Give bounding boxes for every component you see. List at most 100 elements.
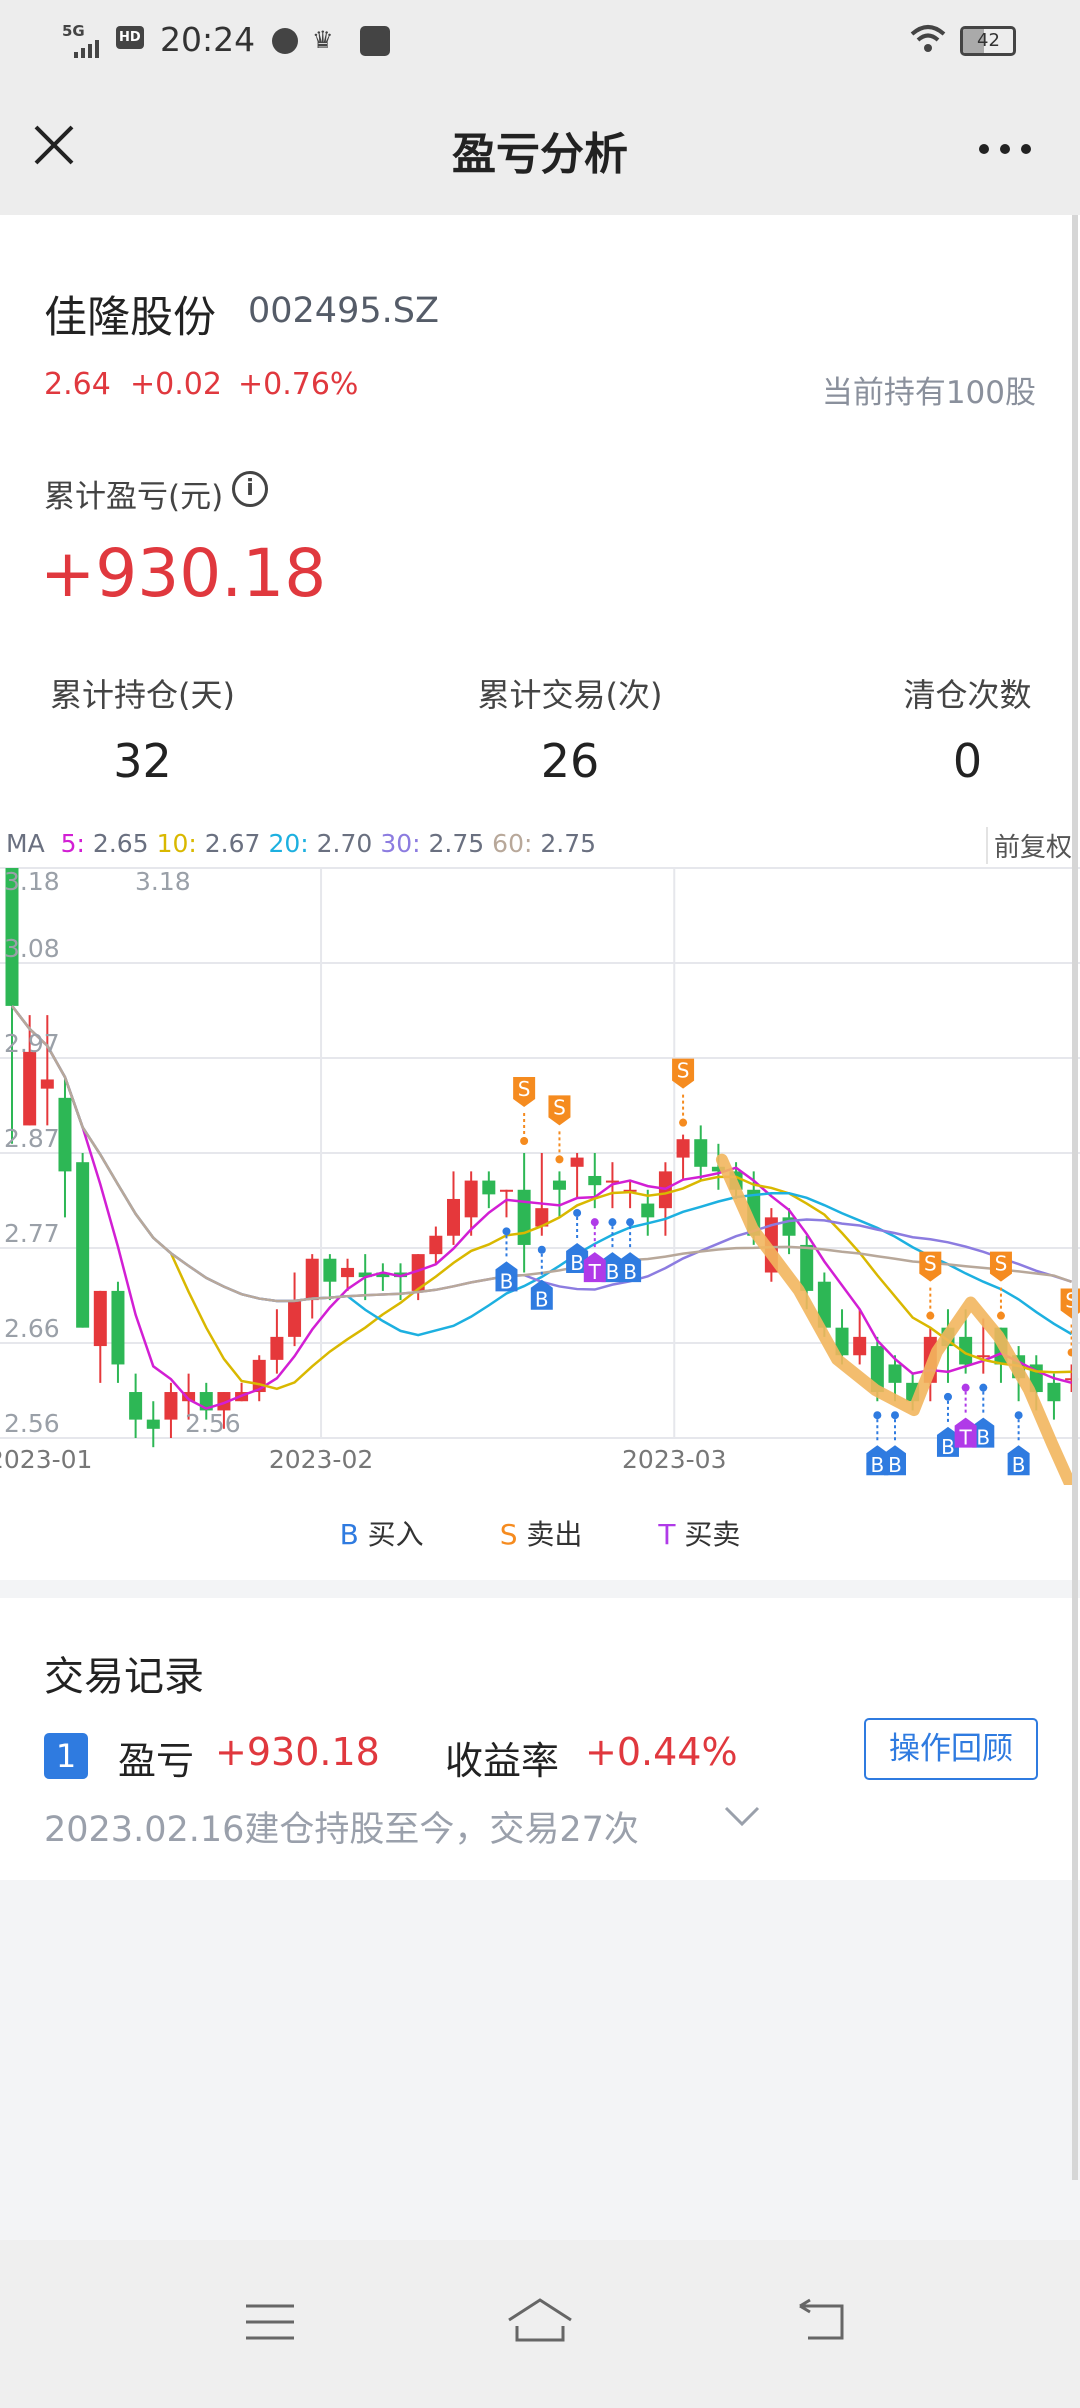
ma-key: 5: <box>60 829 85 858</box>
candle-body <box>23 1051 37 1126</box>
ma-key: 10: <box>156 829 197 858</box>
signal-dot <box>520 1137 529 1145</box>
signal-label: T <box>588 1260 602 1284</box>
buy-marker <box>1007 1445 1030 1476</box>
buy-marker <box>566 1242 589 1273</box>
trade-marker <box>954 1417 977 1448</box>
candle-body <box>499 1189 513 1192</box>
legend-label: 卖出 <box>526 1518 583 1551</box>
legend-symbol: S <box>499 1518 527 1551</box>
candle-body <box>40 1079 54 1089</box>
y-tick-label: 2.77 <box>4 1219 60 1248</box>
legend-symbol: B <box>339 1518 368 1551</box>
low-price-label: 2.56 <box>185 1409 241 1438</box>
record-summary: 2023.02.16建仓持股至今，交易27次 <box>44 1810 639 1850</box>
candle-body <box>93 1290 107 1347</box>
candle-body <box>605 1180 619 1183</box>
legend-item-b: B 买入 <box>340 1518 424 1551</box>
page-title: 盈亏分析 <box>452 129 628 180</box>
battery-level: 42 <box>977 30 1000 51</box>
candle-body <box>676 1139 690 1158</box>
candle-body <box>570 1157 584 1167</box>
buy-marker <box>884 1445 906 1476</box>
stat-label: 累计交易(次) <box>477 676 663 714</box>
buy-marker <box>530 1279 553 1310</box>
candle-body <box>146 1419 160 1429</box>
x-tick-label: 2023-02 <box>269 1445 373 1474</box>
signal-dot <box>873 1411 882 1420</box>
candle-body <box>411 1254 425 1291</box>
candle-body <box>817 1281 831 1328</box>
candle-body <box>270 1336 284 1360</box>
signal-label: B <box>535 1288 549 1312</box>
legend-item-s: S 卖出 <box>500 1518 583 1551</box>
legend-label: 买入 <box>367 1518 424 1551</box>
stat-clear-count: 清仓次数 0 <box>870 670 1065 788</box>
back-icon[interactable] <box>796 2298 852 2346</box>
candle-body <box>288 1300 302 1337</box>
candle-body <box>1065 1378 1079 1381</box>
scrollbar[interactable] <box>1072 215 1078 2180</box>
candle-body <box>76 1162 90 1328</box>
signal-label: B <box>870 1453 884 1477</box>
signal-label: S <box>995 1252 1008 1276</box>
candle-body <box>694 1139 708 1167</box>
stat-value: 32 <box>113 734 172 788</box>
menu-icon[interactable] <box>244 2302 296 2346</box>
stock-name: 佳隆股份 <box>44 293 216 343</box>
signal-label: B <box>976 1426 990 1450</box>
record-rate: +0.44% <box>585 1730 738 1774</box>
high-price-label: 3.18 <box>135 867 191 896</box>
record-number: 1 <box>44 1733 88 1779</box>
signal-label: B <box>570 1251 584 1275</box>
stock-price: 2.64 <box>44 367 111 402</box>
more-icon[interactable] <box>978 140 1032 159</box>
adjust-toggle[interactable]: 前复权 <box>985 827 1072 864</box>
sell-marker <box>919 1251 942 1282</box>
stat-label: 累计持仓(天) <box>50 676 235 714</box>
candle-body <box>217 1392 231 1411</box>
x-tick-label: 2023-03 <box>622 1445 726 1474</box>
stat-value: 26 <box>540 734 600 788</box>
battery-icon: 42 <box>960 26 1016 56</box>
y-tick-label: 2.66 <box>4 1314 60 1343</box>
trade-marker <box>583 1252 606 1283</box>
holding-info: 当前持有100股 <box>821 375 1036 411</box>
buy-marker <box>619 1252 642 1283</box>
stat-value: 0 <box>952 734 983 788</box>
candle-body <box>376 1272 390 1278</box>
y-tick-label: 3.08 <box>4 934 60 963</box>
close-icon[interactable] <box>32 123 76 171</box>
y-tick-label: 3.18 <box>4 867 60 896</box>
app-notification-icon <box>272 28 298 54</box>
candle-body <box>482 1180 496 1195</box>
candle-body <box>711 1166 725 1172</box>
info-icon[interactable]: i <box>232 471 268 507</box>
signal-dot <box>1014 1411 1023 1420</box>
signal-label: B <box>1012 1453 1026 1477</box>
review-button[interactable]: 操作回顾 <box>864 1718 1038 1780</box>
signal-dot <box>502 1227 511 1236</box>
candle-body <box>888 1364 902 1383</box>
candle-body <box>358 1272 372 1278</box>
sell-marker <box>513 1077 536 1107</box>
buy-marker <box>972 1417 995 1448</box>
app-notification-icon-2 <box>360 26 390 56</box>
signal-label: B <box>500 1269 514 1293</box>
home-icon[interactable] <box>505 2296 575 2348</box>
sell-marker <box>548 1095 571 1126</box>
legend-label: 买卖 <box>684 1518 741 1551</box>
buy-marker <box>495 1261 518 1292</box>
candle-body <box>959 1336 973 1365</box>
wifi-icon <box>910 24 946 61</box>
signal-label: S <box>518 1077 531 1101</box>
buy-marker <box>601 1252 624 1283</box>
expand-chevron-icon[interactable] <box>722 1804 762 1834</box>
sell-marker <box>989 1251 1012 1282</box>
kline-chart[interactable]: 3.18 3.08 2.97 2.87 2.77 2.66 2.56 3.18 2.56 2023… <box>0 865 1080 1485</box>
candle-body <box>111 1290 125 1365</box>
y-tick-label: 2.87 <box>4 1124 60 1153</box>
record-pnl: +930.18 <box>215 1730 380 1774</box>
signal-label: S <box>924 1252 937 1276</box>
clock: 20:24 <box>160 20 256 59</box>
